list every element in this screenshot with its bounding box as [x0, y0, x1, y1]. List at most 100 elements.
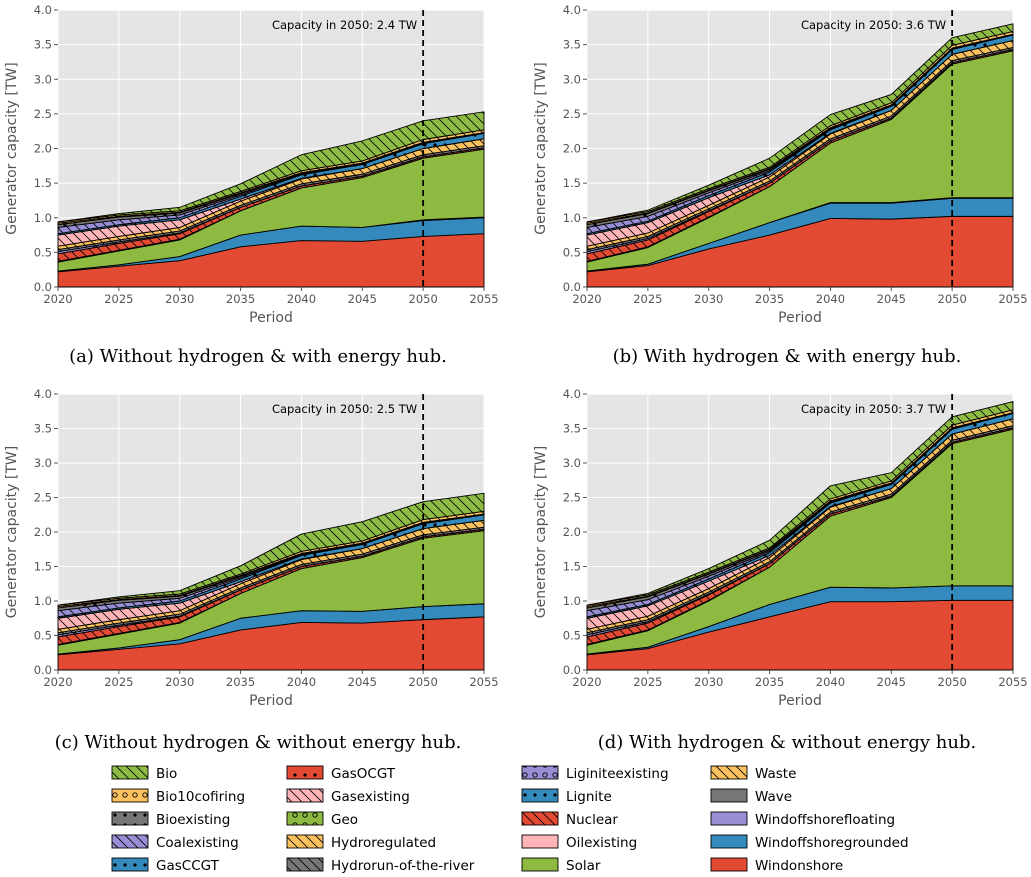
legend-item-gasexisting: Gasexisting: [286, 788, 410, 805]
capacity-annotation: Capacity in 2050: 3.6 TW: [801, 18, 946, 32]
capacity-annotation: Capacity in 2050: 2.4 TW: [272, 18, 417, 32]
legend-item-geo: Geo: [286, 811, 358, 828]
y-tick-label: 4.0: [563, 3, 581, 17]
x-tick-label: 2055: [469, 675, 498, 689]
legend-label: Windonshore: [755, 858, 843, 874]
y-tick-label: 0.5: [34, 245, 52, 259]
x-tick-label: 2025: [633, 292, 662, 306]
legend-swatch: [521, 811, 559, 826]
legend-swatch: [286, 811, 324, 826]
legend-swatch: [111, 765, 149, 780]
x-tick-label: 2035: [755, 292, 784, 306]
legend-item-windonshore: Windonshore: [710, 857, 843, 874]
x-tick-label: 2040: [816, 675, 845, 689]
x-tick-label: 2035: [755, 675, 784, 689]
legend-label: Wave: [755, 789, 792, 805]
x-tick-label: 2050: [409, 675, 438, 689]
y-tick-label: 2.0: [563, 142, 581, 156]
y-axis-label: Generator capacity [TW]: [533, 62, 549, 234]
legend-label: Windoffshorefloating: [755, 812, 895, 828]
legend-label: Bioexisting: [156, 812, 230, 828]
subfigure-caption: (b) With hydrogen & with energy hub.: [613, 346, 962, 367]
x-tick-label: 2020: [572, 675, 601, 689]
legend-item-bio10cofiring: Bio10cofiring: [111, 788, 245, 805]
legend-label: Coalexisting: [156, 835, 239, 851]
y-tick-label: 1.0: [34, 594, 52, 608]
x-tick-label: 2050: [938, 675, 967, 689]
x-tick-label: 2020: [43, 292, 72, 306]
x-axis-label: Period: [249, 693, 293, 709]
y-tick-label: 4.0: [34, 3, 52, 17]
legend-label: Nuclear: [566, 812, 618, 828]
y-tick-label: 1.5: [563, 176, 581, 190]
legend-item-gasccgt: GasCCGT: [111, 857, 220, 874]
legend-swatch: [521, 834, 559, 849]
legend-item-windoffshorefloating: Windoffshorefloating: [710, 811, 895, 828]
y-tick-label: 2.0: [34, 525, 52, 539]
legend-item-liginiteexisting: Liginiteexisting: [521, 765, 669, 782]
legend-item-gasocgt: GasOCGT: [286, 765, 396, 782]
legend-item-bioexisting: Bioexisting: [111, 811, 230, 828]
x-tick-label: 2030: [694, 292, 723, 306]
legend-swatch: [286, 857, 324, 872]
legend-swatch: [710, 857, 748, 872]
chart-panel-b: Capacity in 2050: 3.6 TW 2020 2025 2030 2035…: [533, 3, 1028, 367]
legend-label: Bio10cofiring: [156, 789, 245, 805]
y-tick-label: 1.0: [563, 211, 581, 225]
chart-panel-c: Capacity in 2050: 2.5 TW 2020 2025 2030 2035…: [4, 387, 499, 753]
y-tick-label: 2.0: [563, 525, 581, 539]
legend-label: Hydroregulated: [331, 835, 436, 851]
x-tick-label: 2055: [998, 675, 1027, 689]
y-tick-label: 1.5: [34, 560, 52, 574]
chart-panel-d: Capacity in 2050: 3.7 TW 2020 2025 2030 2035…: [533, 387, 1028, 753]
legend-item-coalexisting: Coalexisting: [111, 834, 239, 851]
y-tick-label: 1.0: [563, 594, 581, 608]
legend-label: Bio: [156, 766, 177, 782]
legend-swatch: [111, 811, 149, 826]
y-tick-label: 3.5: [34, 38, 52, 52]
subfigure-caption: (a) Without hydrogen & with energy hub.: [69, 346, 447, 367]
legend-label: Windoffshoregrounded: [755, 835, 909, 851]
legend-label: GasCCGT: [156, 858, 220, 874]
legend-item-wave: Wave: [710, 788, 792, 805]
legend-item-bio: Bio: [111, 765, 177, 782]
legend-swatch: [111, 857, 149, 872]
y-tick-label: 3.0: [563, 72, 581, 86]
y-tick-label: 3.5: [34, 422, 52, 436]
legend-item-nuclear: Nuclear: [521, 811, 618, 828]
y-tick-label: 2.5: [34, 491, 52, 505]
y-axis-label: Generator capacity [TW]: [4, 62, 20, 234]
x-tick-label: 2055: [469, 292, 498, 306]
x-axis-label: Period: [249, 310, 293, 326]
legend-label: Oilexisting: [566, 835, 637, 851]
legend-swatch: [710, 834, 748, 849]
legend-swatch: [710, 788, 748, 803]
legend-swatch: [521, 788, 559, 803]
y-tick-label: 3.0: [563, 456, 581, 470]
legend-label: Geo: [331, 812, 358, 828]
x-tick-label: 2035: [226, 292, 255, 306]
y-tick-label: 0.0: [34, 663, 52, 677]
capacity-annotation: Capacity in 2050: 3.7 TW: [801, 402, 946, 416]
legend-label: GasOCGT: [331, 766, 396, 782]
legend: Bio Bio10cofiring Bioexisting Coalexisting G…: [111, 765, 909, 874]
x-tick-label: 2050: [938, 292, 967, 306]
legend-swatch: [521, 857, 559, 872]
legend-label: Liginiteexisting: [566, 766, 669, 782]
legend-label: Hydrorun-of-the-river: [331, 858, 475, 874]
y-tick-label: 0.0: [34, 280, 52, 294]
y-tick-label: 4.0: [34, 387, 52, 401]
x-tick-label: 2045: [348, 675, 377, 689]
legend-swatch: [710, 765, 748, 780]
y-tick-label: 4.0: [563, 387, 581, 401]
legend-item-lignite: Lignite: [521, 788, 612, 805]
legend-label: Lignite: [566, 789, 612, 805]
y-tick-label: 1.5: [34, 176, 52, 190]
legend-swatch: [111, 834, 149, 849]
chart-panel-a: Capacity in 2050: 2.4 TW 2020 2025 2030 2035…: [4, 3, 499, 367]
y-tick-label: 2.0: [34, 142, 52, 156]
legend-item-oilexisting: Oilexisting: [521, 834, 637, 851]
subfigure-caption: (c) Without hydrogen & without energy hu…: [55, 732, 462, 753]
legend-swatch: [710, 811, 748, 826]
x-tick-label: 2025: [104, 675, 133, 689]
